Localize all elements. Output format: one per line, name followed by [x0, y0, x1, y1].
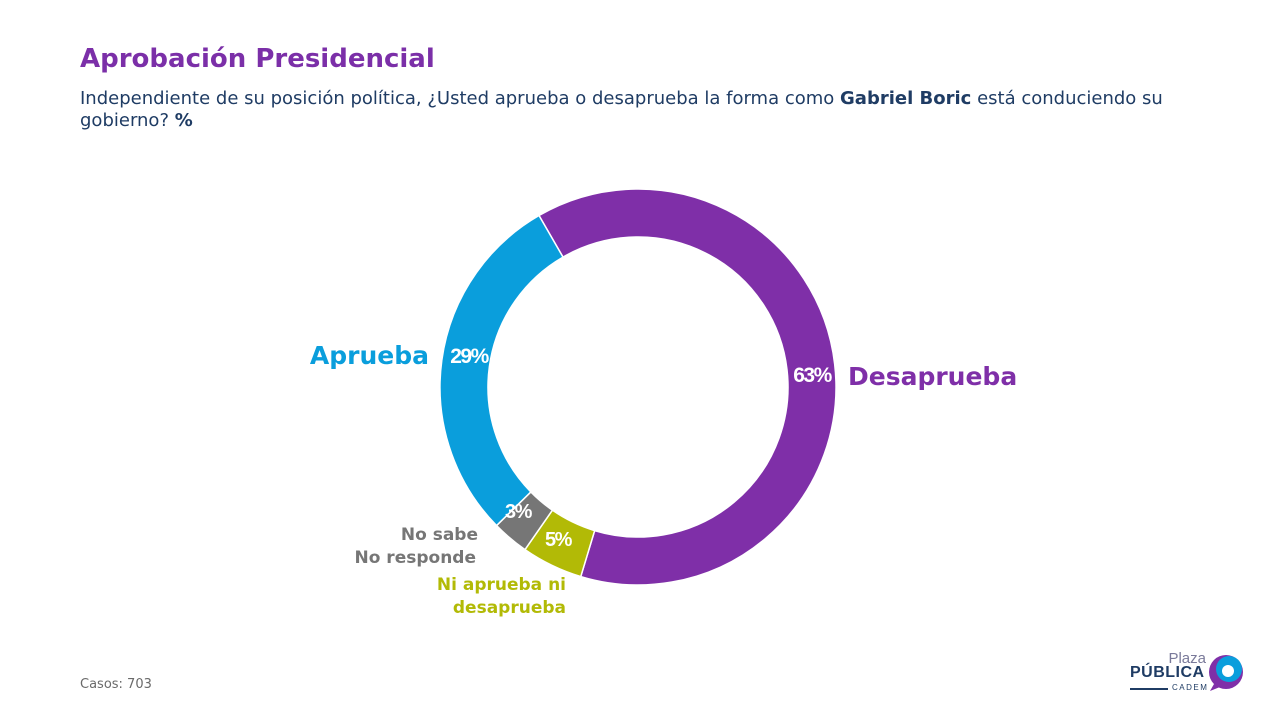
logo-publica-text: PÚBLICA: [1130, 664, 1205, 681]
plaza-publica-logo: Plaza PÚBLICA CADEM: [1128, 650, 1248, 696]
logo-plaza-text: Plaza: [1168, 650, 1206, 667]
category-label-ni-2: desaprueba: [453, 598, 566, 618]
chart-title: Aprobación Presidencial: [80, 44, 435, 74]
slice-aprueba: [439, 214, 565, 527]
speech-bubble-icon: [1209, 655, 1243, 691]
value-label-aprueba: 29%: [450, 345, 489, 368]
question-subject: Gabriel Boric: [840, 88, 972, 109]
value-label-desaprueba: 63%: [793, 364, 832, 387]
sample-size: Casos: 703: [80, 677, 152, 692]
value-label-ni: 5%: [545, 529, 573, 551]
logo-underline: [1130, 688, 1168, 690]
question-unit: %: [174, 110, 193, 131]
chart-question: Independiente de su posición política, ¿…: [80, 88, 1190, 132]
question-text-1: Independiente de su posición política, ¿…: [80, 88, 841, 109]
question-text-2: está conduciendo su gobierno?: [80, 88, 1163, 131]
donut-slices: [439, 188, 837, 586]
category-label-ni-1: Ni aprueba ni: [437, 575, 566, 595]
slice-desaprueba: [537, 188, 837, 586]
category-label-desaprueba: Desaprueba: [848, 362, 1017, 391]
value-label-nsnr: 3%: [505, 501, 533, 523]
logo-cadem-text: CADEM: [1172, 683, 1209, 692]
category-label-nsnr-1: No sabe: [401, 525, 478, 545]
category-label-nsnr-2: No responde: [354, 548, 476, 568]
category-label-aprueba: Aprueba: [310, 341, 429, 370]
